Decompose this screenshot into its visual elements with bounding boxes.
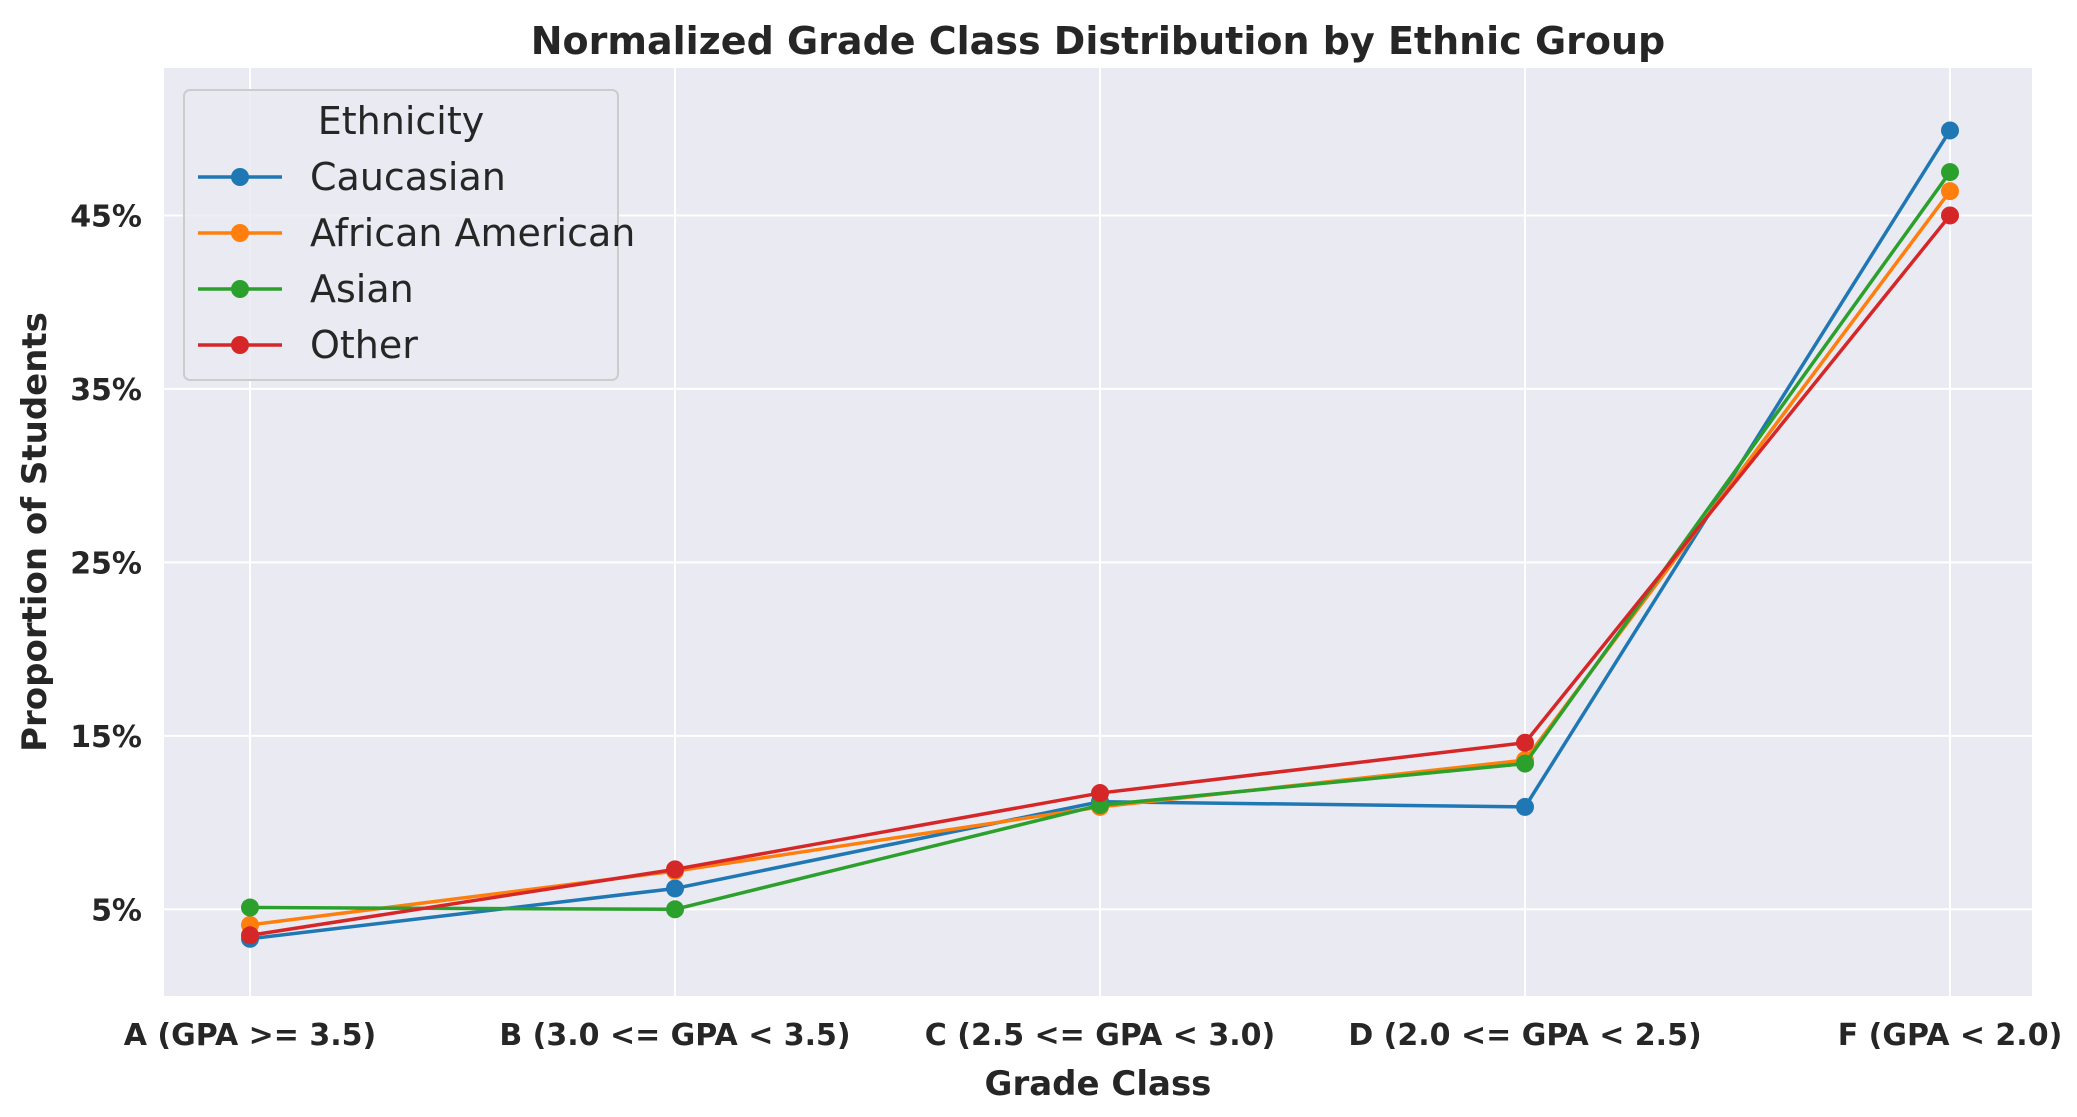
legend-label: Other: [310, 323, 418, 367]
legend-label: African American: [310, 211, 635, 255]
data-point: [1941, 206, 1959, 225]
legend-label: Caucasian: [310, 155, 506, 199]
grid: [164, 68, 2032, 996]
data-point: [666, 879, 684, 898]
data-point: [1941, 163, 1959, 182]
legend-title: Ethnicity: [318, 99, 484, 143]
data-point: [666, 900, 684, 919]
series-layer: [241, 121, 1959, 948]
legend: Ethnicity Caucasian African American Asian…: [183, 89, 635, 381]
x-tick-label: F (GPA < 2.0): [1838, 1018, 2063, 1053]
data-point: [241, 926, 259, 945]
y-tick-label: 15%: [70, 720, 142, 755]
data-point: [1941, 182, 1959, 201]
x-tick-label: A (GPA >= 3.5): [124, 1018, 376, 1053]
legend-box: [183, 89, 619, 381]
legend-marker: [231, 168, 249, 186]
chart-title: Normalized Grade Class Distribution by E…: [531, 19, 1666, 63]
data-point: [1516, 733, 1534, 752]
x-tick-label: D (2.0 <= GPA < 2.5): [1348, 1018, 1701, 1053]
data-point: [666, 860, 684, 879]
tick-labels: A (GPA >= 3.5) B (3.0 <= GPA < 3.5) C (2.5…: [70, 199, 2062, 1053]
y-axis-label: Proportion of Students: [15, 312, 55, 752]
y-tick-label: 35%: [70, 373, 142, 408]
y-tick-label: 5%: [91, 893, 142, 928]
data-point: [1516, 797, 1534, 816]
y-tick-label: 45%: [70, 199, 142, 234]
data-point: [1516, 754, 1534, 773]
legend-marker: [231, 224, 249, 242]
x-axis-label: Grade Class: [985, 1064, 1212, 1104]
legend-label: Asian: [310, 267, 414, 311]
data-point: [1091, 784, 1109, 803]
x-tick-label: C (2.5 <= GPA < 3.0): [925, 1018, 1275, 1053]
legend-marker: [231, 280, 249, 298]
x-tick-label: B (3.0 <= GPA < 3.5): [499, 1018, 850, 1053]
data-point: [241, 898, 259, 917]
data-point: [1941, 121, 1959, 140]
y-tick-label: 25%: [70, 546, 142, 581]
legend-marker: [231, 336, 249, 354]
